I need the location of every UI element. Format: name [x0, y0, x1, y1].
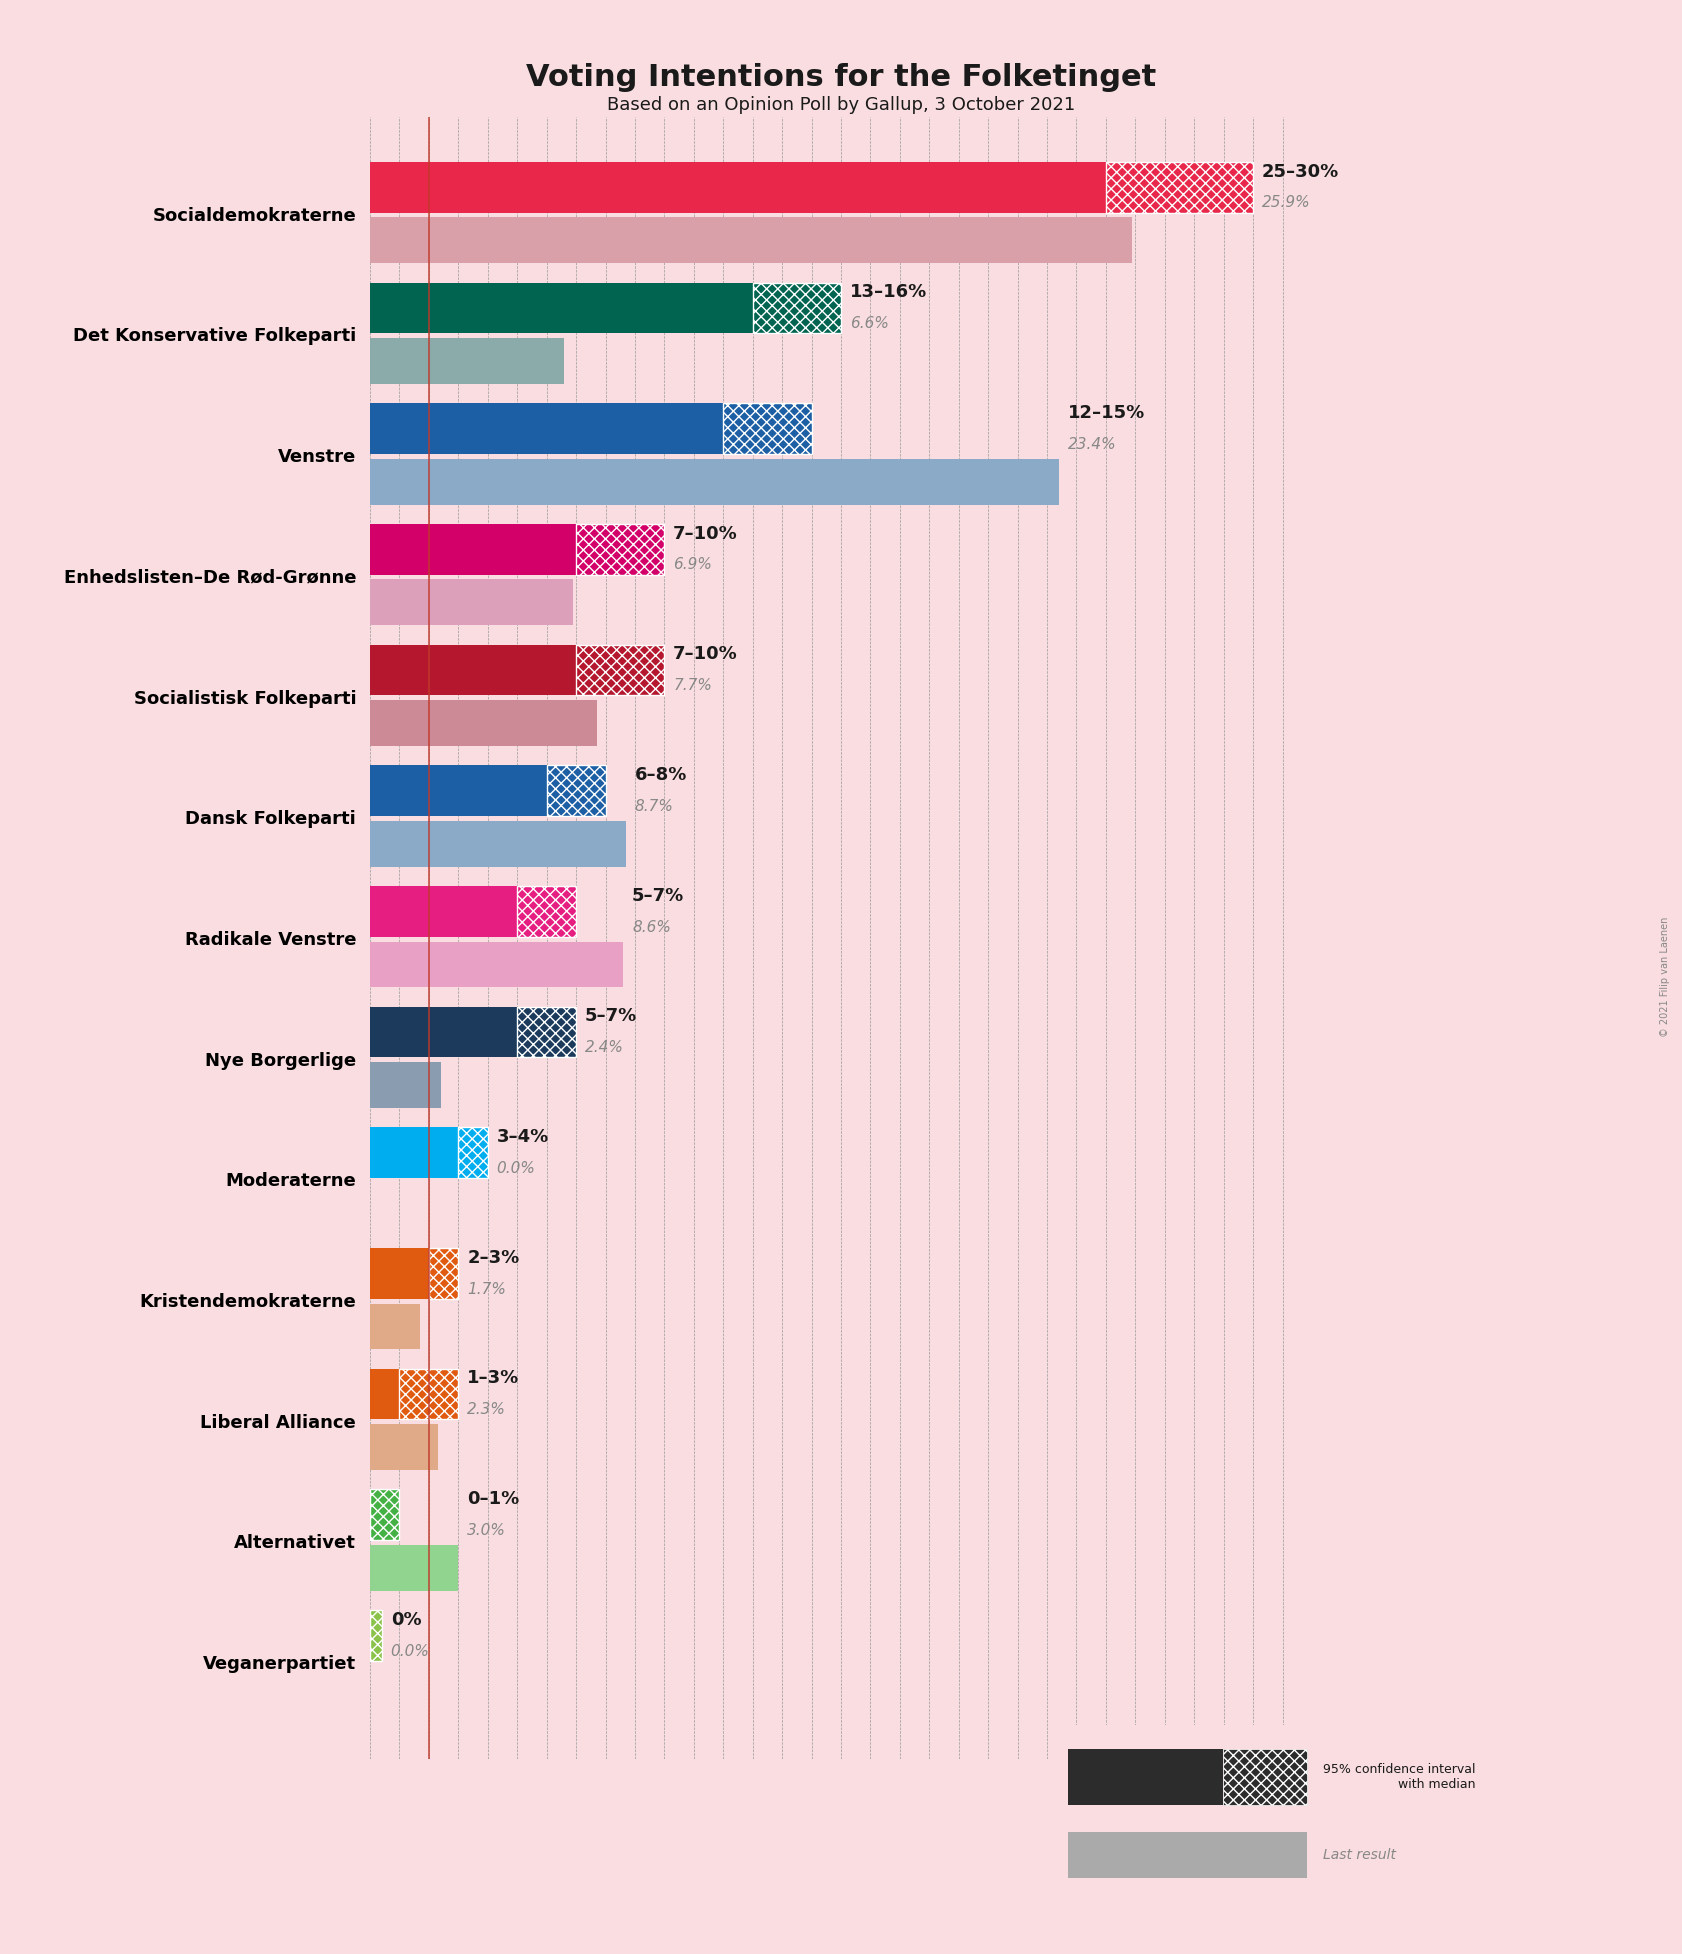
Text: Last result: Last result [1324, 1848, 1396, 1862]
Bar [370, 1424, 437, 1469]
Text: 5–7%: 5–7% [585, 1008, 637, 1026]
Text: 6–8%: 6–8% [636, 766, 688, 784]
Text: 0.0%: 0.0% [390, 1643, 429, 1659]
Text: 1.7%: 1.7% [468, 1282, 506, 1297]
Bar [370, 942, 622, 987]
Text: 0.0%: 0.0% [496, 1161, 535, 1176]
Bar [370, 1127, 458, 1178]
Bar [370, 524, 575, 574]
Bar [370, 885, 518, 936]
Text: 25–30%: 25–30% [1262, 162, 1339, 180]
Text: 2.4%: 2.4% [585, 1040, 624, 1055]
Bar [518, 1006, 575, 1057]
Bar [429, 1249, 458, 1299]
Bar [575, 645, 664, 696]
Bar [370, 1249, 429, 1299]
Text: 0–1%: 0–1% [468, 1491, 520, 1508]
Bar [723, 403, 811, 453]
Text: 6.9%: 6.9% [673, 557, 711, 573]
Text: 13–16%: 13–16% [849, 283, 927, 301]
Text: 23.4%: 23.4% [1068, 438, 1117, 451]
Text: 7–10%: 7–10% [673, 524, 738, 543]
Bar [1223, 1749, 1307, 1805]
Bar [370, 283, 754, 334]
Bar [370, 1063, 441, 1108]
Bar [370, 1006, 518, 1057]
Text: 8.7%: 8.7% [636, 799, 674, 815]
Bar [370, 766, 547, 817]
Text: 3.0%: 3.0% [468, 1522, 506, 1538]
Bar [370, 1489, 400, 1540]
Text: Voting Intentions for the Folketinget: Voting Intentions for the Folketinget [526, 63, 1156, 92]
Bar [370, 403, 723, 453]
Text: 6.6%: 6.6% [849, 317, 888, 330]
Bar [370, 1546, 458, 1591]
Text: © 2021 Filip van Laenen: © 2021 Filip van Laenen [1660, 916, 1670, 1038]
Bar [370, 700, 597, 746]
Bar [458, 1127, 488, 1178]
Text: 25.9%: 25.9% [1262, 195, 1310, 211]
Bar [370, 162, 1107, 213]
Text: Based on an Opinion Poll by Gallup, 3 October 2021: Based on an Opinion Poll by Gallup, 3 Oc… [607, 96, 1075, 113]
Text: 7.7%: 7.7% [673, 678, 711, 694]
Bar [370, 217, 1132, 264]
Text: 1–3%: 1–3% [468, 1370, 520, 1387]
Bar [547, 766, 606, 817]
Bar [1068, 1831, 1307, 1878]
Text: 0%: 0% [390, 1610, 420, 1630]
Bar [370, 580, 574, 625]
Bar [400, 1368, 458, 1419]
Text: 7–10%: 7–10% [673, 645, 738, 662]
Bar [1107, 162, 1253, 213]
Bar [370, 1610, 382, 1661]
Text: 95% confidence interval
with median: 95% confidence interval with median [1324, 1763, 1475, 1792]
Bar [370, 459, 1060, 504]
Bar [575, 524, 664, 574]
Text: 2–3%: 2–3% [468, 1249, 520, 1266]
Bar [370, 1303, 420, 1350]
Text: 5–7%: 5–7% [632, 887, 685, 905]
Bar [754, 283, 841, 334]
Bar [370, 1368, 400, 1419]
Text: 3–4%: 3–4% [496, 1127, 548, 1147]
Bar [518, 885, 575, 936]
Text: 2.3%: 2.3% [468, 1403, 506, 1417]
Text: 12–15%: 12–15% [1068, 404, 1145, 422]
Bar [370, 645, 575, 696]
Bar [1068, 1749, 1223, 1805]
Bar [370, 338, 563, 385]
Text: 8.6%: 8.6% [632, 920, 671, 934]
Bar [370, 821, 626, 868]
